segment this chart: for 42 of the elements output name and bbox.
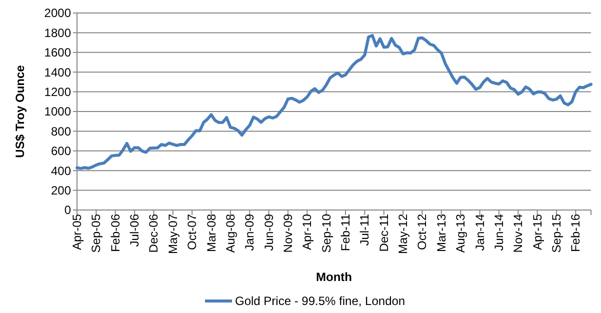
line-series [76,34,592,170]
y-tick-label: 600 [50,144,72,158]
x-tick-label: Sep-05 [89,214,104,253]
legend-label: Gold Price - 99.5% fine, London [235,294,406,308]
y-tick-label: 2000 [44,6,72,20]
y-tick-label: 1800 [44,26,72,40]
x-tick-label: Mar-08 [204,214,218,252]
x-tick-label: Aug-13 [454,214,468,253]
x-tick-label: Feb-16 [568,214,583,252]
x-tick-label: Jun-14 [492,214,506,251]
x-tick-label: Apr-05 [70,214,84,250]
x-tick-label: Mar-13 [434,214,448,252]
x-tick-label: Aug-08 [223,214,238,253]
y-tick-label: 1200 [44,85,72,99]
y-tick-label: 0 [64,203,72,218]
y-tick-label: 1000 [44,104,72,119]
x-tick-label: Jan-09 [242,214,257,251]
x-tick-label: Nov-14 [511,214,526,253]
x-tick-label: Jul-11 [358,214,372,246]
x-tick-label: May-07 [166,214,180,254]
x-tick-label: May-12 [396,214,410,254]
x-tick-label: Feb-06 [108,214,122,252]
x-axis-title: Month [316,270,352,284]
y-tick-label: 1400 [44,65,72,80]
y-tick-label: 400 [50,164,72,178]
x-tick-label: Oct-12 [415,214,430,250]
x-tick-label: Nov-09 [280,214,295,253]
y-tick-label: 200 [50,184,72,198]
x-tick-label: Sep-10 [319,214,334,253]
y-tick-label: 800 [50,124,72,138]
x-tick-label: Jul-06 [128,214,142,247]
x-tick-label: Apr-15 [530,214,544,250]
y-axis-title: US$ Troy Ounce [13,64,27,158]
x-tick-label: Oct-07 [185,214,200,250]
x-tick-label: Jun-09 [262,214,276,251]
y-tick-label: 1600 [44,46,72,60]
x-tick-label: Feb-11 [338,214,353,252]
x-tick-label: Jan-14 [472,214,487,251]
x-tick-label: Apr-10 [300,214,314,250]
x-tick-label: Dec-11 [376,214,391,252]
x-tick-label: Dec-06 [146,214,161,253]
x-tick-label: Sep-15 [549,214,564,253]
